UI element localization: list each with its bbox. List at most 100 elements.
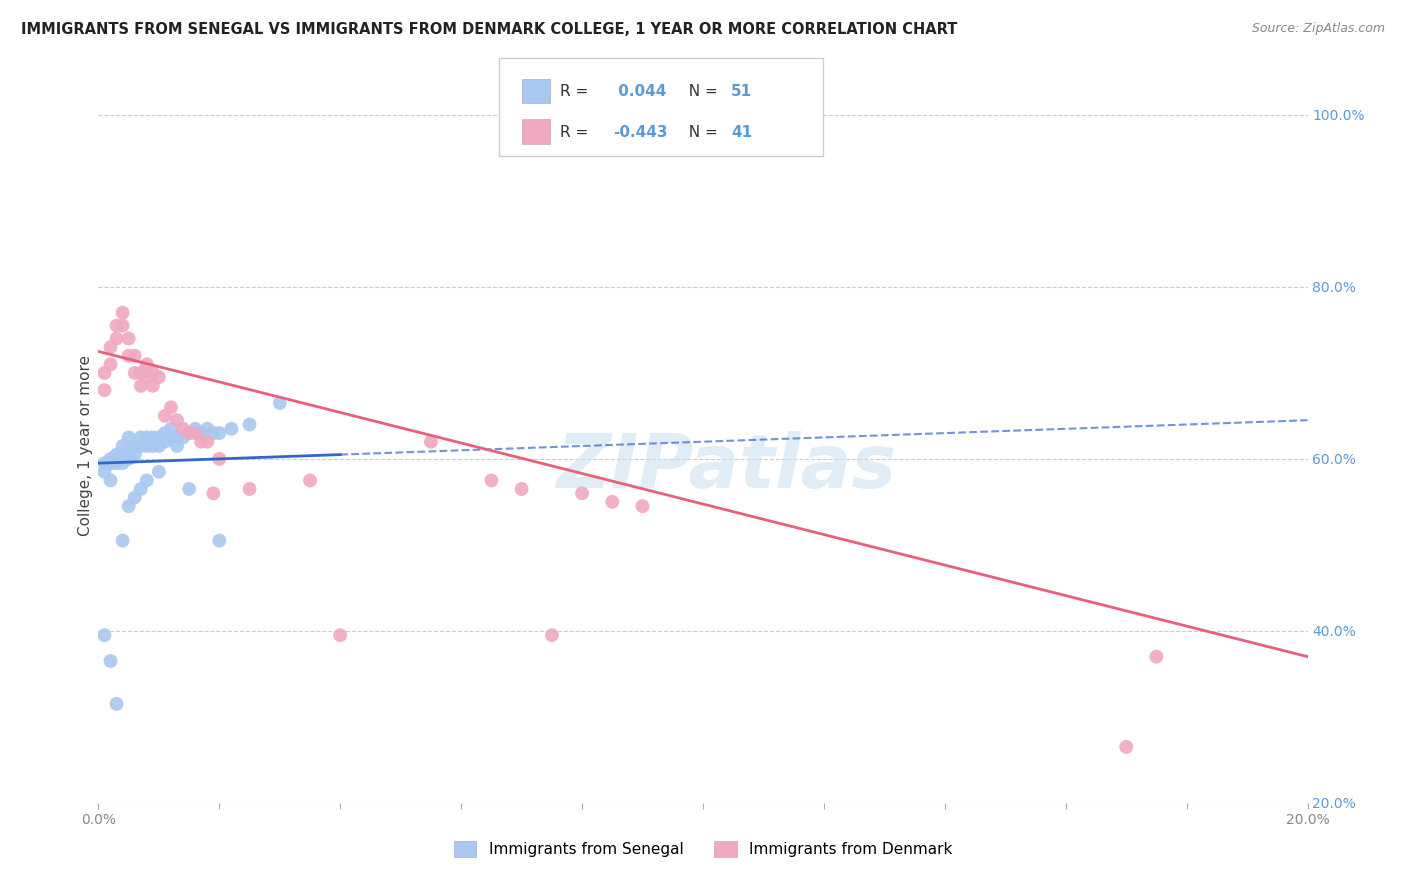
Point — [160, 401, 183, 415]
Point — [105, 448, 128, 462]
Point — [105, 456, 128, 470]
Point — [329, 628, 352, 642]
Point — [124, 366, 146, 380]
Point — [100, 456, 122, 470]
Point — [208, 533, 231, 548]
Point — [105, 451, 128, 466]
Point — [172, 430, 194, 444]
Point — [100, 451, 122, 466]
Point — [202, 486, 225, 500]
Point — [602, 495, 624, 509]
Point — [142, 366, 165, 380]
Point — [172, 422, 194, 436]
Point — [142, 430, 165, 444]
Point — [239, 417, 262, 432]
Point — [1115, 739, 1137, 754]
Point — [111, 533, 134, 548]
Point — [118, 332, 141, 346]
Point — [93, 456, 115, 470]
Text: N =: N = — [679, 125, 723, 139]
Point — [118, 430, 141, 444]
Point — [1144, 649, 1167, 664]
Point — [221, 422, 243, 436]
Point — [195, 434, 218, 449]
Point — [118, 451, 141, 466]
Point — [118, 499, 141, 513]
Text: 51: 51 — [731, 85, 752, 99]
Point — [124, 349, 146, 363]
Text: 41: 41 — [731, 125, 752, 139]
Point — [190, 426, 212, 441]
Point — [160, 430, 183, 444]
Point — [190, 434, 212, 449]
Point — [129, 439, 152, 453]
Point — [510, 482, 533, 496]
Point — [111, 448, 134, 462]
Text: N =: N = — [679, 85, 723, 99]
Point — [153, 426, 176, 441]
Point — [124, 491, 146, 505]
Point — [160, 422, 183, 436]
Text: 0.044: 0.044 — [613, 85, 666, 99]
Point — [153, 409, 176, 423]
Text: R =: R = — [560, 125, 593, 139]
Point — [111, 456, 134, 470]
Point — [100, 357, 122, 371]
Point — [148, 430, 170, 444]
Point — [129, 379, 152, 393]
Point — [148, 465, 170, 479]
Point — [184, 422, 207, 436]
Point — [148, 370, 170, 384]
Point — [100, 654, 122, 668]
Point — [269, 396, 291, 410]
Point — [124, 439, 146, 453]
Point — [135, 439, 157, 453]
Legend: Immigrants from Senegal, Immigrants from Denmark: Immigrants from Senegal, Immigrants from… — [447, 835, 959, 863]
Point — [540, 628, 562, 642]
Text: -0.443: -0.443 — [613, 125, 668, 139]
Point — [179, 426, 201, 441]
Point — [135, 430, 157, 444]
Text: IMMIGRANTS FROM SENEGAL VS IMMIGRANTS FROM DENMARK COLLEGE, 1 YEAR OR MORE CORRE: IMMIGRANTS FROM SENEGAL VS IMMIGRANTS FR… — [21, 22, 957, 37]
Point — [208, 451, 231, 466]
Point — [105, 697, 128, 711]
Point — [299, 474, 322, 488]
Point — [111, 306, 134, 320]
Text: R =: R = — [560, 85, 593, 99]
Point — [124, 448, 146, 462]
Point — [118, 349, 141, 363]
Point — [631, 499, 654, 513]
Point — [93, 465, 115, 479]
Point — [135, 474, 157, 488]
Point — [179, 426, 201, 441]
Point — [153, 434, 176, 449]
Text: ZIPatlas: ZIPatlas — [557, 431, 897, 504]
Point — [129, 366, 152, 380]
Point — [93, 628, 115, 642]
Point — [571, 486, 593, 500]
Point — [420, 434, 443, 449]
Point — [105, 332, 128, 346]
Point — [105, 318, 128, 333]
Point — [166, 413, 188, 427]
Point — [142, 379, 165, 393]
Point — [166, 430, 188, 444]
Point — [93, 383, 115, 397]
Point — [202, 426, 225, 441]
Point — [111, 439, 134, 453]
Point — [184, 426, 207, 441]
Point — [481, 474, 503, 488]
Point — [100, 340, 122, 354]
Point — [93, 366, 115, 380]
Point — [135, 357, 157, 371]
Point — [118, 443, 141, 458]
Text: Source: ZipAtlas.com: Source: ZipAtlas.com — [1251, 22, 1385, 36]
Point — [179, 482, 201, 496]
Point — [166, 439, 188, 453]
Point — [195, 422, 218, 436]
Point — [135, 370, 157, 384]
Point — [142, 439, 165, 453]
Point — [208, 426, 231, 441]
Y-axis label: College, 1 year or more: College, 1 year or more — [77, 356, 93, 536]
Point — [100, 474, 122, 488]
